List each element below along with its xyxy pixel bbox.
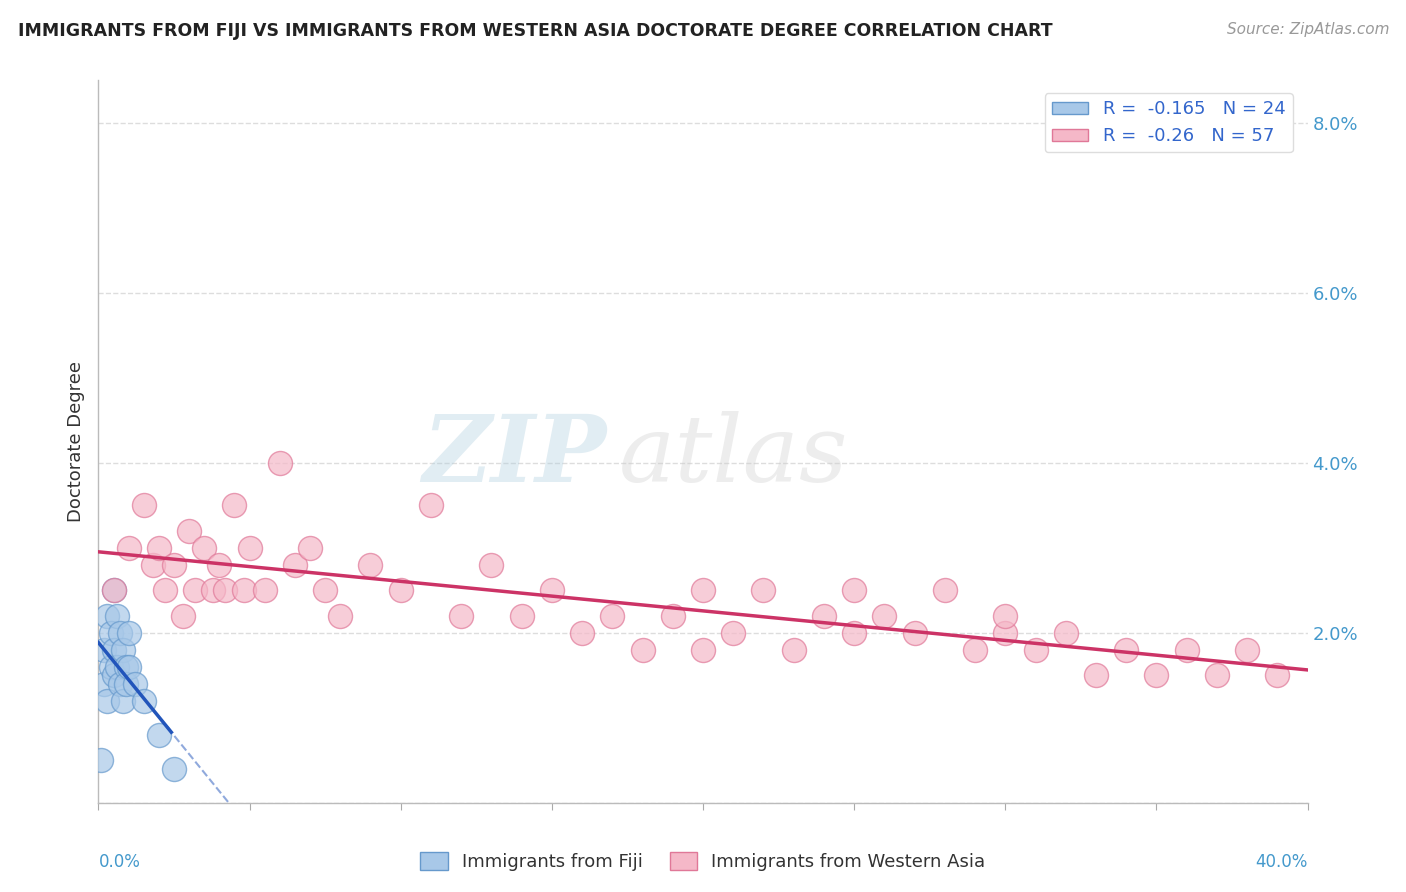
Text: ZIP: ZIP xyxy=(422,411,606,501)
Point xyxy=(142,558,165,572)
Point xyxy=(163,762,186,776)
Point xyxy=(873,608,896,623)
Point xyxy=(269,456,291,470)
Point xyxy=(179,524,201,538)
Point xyxy=(510,608,533,623)
Point xyxy=(783,642,806,657)
Point xyxy=(692,583,714,598)
Point xyxy=(103,642,125,657)
Point xyxy=(602,608,624,623)
Point xyxy=(153,583,176,598)
Point xyxy=(100,625,122,640)
Point xyxy=(844,583,866,598)
Point xyxy=(103,668,125,682)
Point xyxy=(1115,642,1137,657)
Text: 40.0%: 40.0% xyxy=(1256,854,1308,871)
Point xyxy=(118,660,141,674)
Point xyxy=(1144,668,1167,682)
Point xyxy=(723,625,745,640)
Point xyxy=(214,583,236,598)
Point xyxy=(103,583,125,598)
Point xyxy=(96,608,118,623)
Point xyxy=(184,583,207,598)
Point xyxy=(904,625,927,640)
Point xyxy=(163,558,186,572)
Point xyxy=(118,625,141,640)
Point xyxy=(114,660,136,674)
Point xyxy=(389,583,412,598)
Point xyxy=(124,677,146,691)
Point xyxy=(481,558,503,572)
Y-axis label: Doctorate Degree: Doctorate Degree xyxy=(66,361,84,522)
Point xyxy=(965,642,987,657)
Point xyxy=(329,608,352,623)
Point xyxy=(193,541,215,555)
Point xyxy=(132,694,155,708)
Point xyxy=(813,608,835,623)
Point xyxy=(132,498,155,512)
Point xyxy=(299,541,322,555)
Point xyxy=(148,541,170,555)
Point xyxy=(360,558,382,572)
Text: atlas: atlas xyxy=(619,411,848,501)
Point xyxy=(540,583,562,598)
Point xyxy=(108,677,131,691)
Point xyxy=(118,541,141,555)
Point xyxy=(1054,625,1077,640)
Point xyxy=(96,694,118,708)
Point xyxy=(450,608,472,623)
Point xyxy=(314,583,336,598)
Point xyxy=(253,583,276,598)
Point xyxy=(239,541,262,555)
Point xyxy=(284,558,307,572)
Point xyxy=(934,583,956,598)
Text: IMMIGRANTS FROM FIJI VS IMMIGRANTS FROM WESTERN ASIA DOCTORATE DEGREE CORRELATIO: IMMIGRANTS FROM FIJI VS IMMIGRANTS FROM … xyxy=(18,22,1053,40)
Point xyxy=(661,608,683,623)
Point xyxy=(105,660,128,674)
Point xyxy=(1175,642,1198,657)
Point xyxy=(1206,668,1229,682)
Point xyxy=(148,728,170,742)
Point xyxy=(90,753,112,767)
Point xyxy=(1085,668,1108,682)
Point xyxy=(844,625,866,640)
Text: Source: ZipAtlas.com: Source: ZipAtlas.com xyxy=(1226,22,1389,37)
Point xyxy=(1236,642,1258,657)
Point xyxy=(93,642,115,657)
Point xyxy=(631,642,654,657)
Point xyxy=(1267,668,1289,682)
Point xyxy=(994,625,1017,640)
Point xyxy=(111,642,134,657)
Point xyxy=(1024,642,1046,657)
Point xyxy=(93,677,115,691)
Point xyxy=(994,608,1017,623)
Point xyxy=(692,642,714,657)
Point xyxy=(105,608,128,623)
Point xyxy=(100,660,122,674)
Point xyxy=(571,625,593,640)
Point xyxy=(208,558,231,572)
Point xyxy=(111,694,134,708)
Point xyxy=(224,498,246,512)
Legend: Immigrants from Fiji, Immigrants from Western Asia: Immigrants from Fiji, Immigrants from We… xyxy=(413,845,993,879)
Point xyxy=(172,608,194,623)
Point xyxy=(232,583,254,598)
Text: 0.0%: 0.0% xyxy=(98,854,141,871)
Point xyxy=(752,583,775,598)
Legend: R =  -0.165   N = 24, R =  -0.26   N = 57: R = -0.165 N = 24, R = -0.26 N = 57 xyxy=(1045,93,1292,153)
Point xyxy=(420,498,443,512)
Point xyxy=(103,583,125,598)
Point xyxy=(202,583,225,598)
Point xyxy=(108,625,131,640)
Point xyxy=(114,677,136,691)
